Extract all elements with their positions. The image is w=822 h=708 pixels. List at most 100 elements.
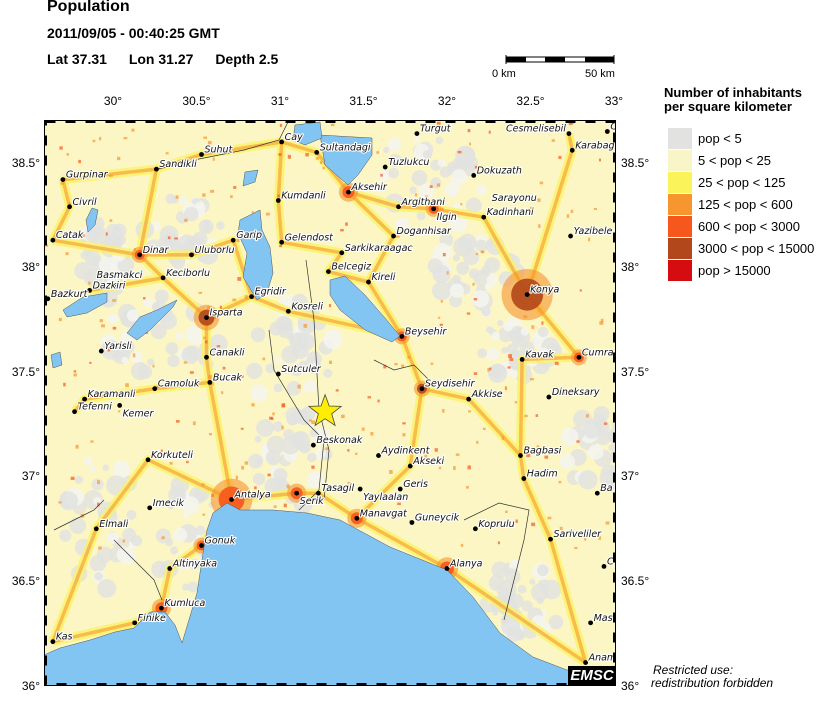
village-dot: [588, 237, 591, 242]
sparse-patch: [388, 153, 402, 168]
village-dot: [212, 157, 215, 161]
epicenter[interactable]: [307, 393, 343, 427]
village-dot: [189, 371, 194, 374]
map-title: Population: [47, 0, 130, 15]
city-marker: Gurpinar: [60, 168, 110, 182]
village-dot: [551, 139, 555, 142]
sparse-patch: [452, 274, 462, 284]
village-dot: [574, 546, 578, 550]
village-dot: [192, 421, 196, 426]
legend-item: 600 < pop < 3000: [668, 216, 800, 237]
village-dot: [380, 173, 383, 177]
sparse-patch: [599, 470, 616, 487]
legend-swatch: [668, 172, 692, 193]
sparse-patch: [416, 211, 426, 221]
city-label: Dineksary: [552, 387, 600, 398]
village-dot: [287, 154, 291, 159]
sparse-patch: [192, 231, 208, 247]
star-icon[interactable]: [307, 393, 343, 427]
sparse-patch: [432, 280, 452, 301]
city-label: Koprulu: [478, 519, 514, 530]
village-dot: [585, 531, 589, 536]
village-dot: [251, 211, 254, 214]
village-dot: [109, 219, 113, 222]
sparse-patch: [91, 478, 104, 491]
lat-tick-label: 38.5°: [11, 155, 40, 170]
city-dot-icon: [576, 354, 582, 360]
sparse-patch: [582, 420, 601, 439]
village-dot: [273, 505, 277, 508]
city-label: Geris: [403, 479, 428, 490]
sparse-patch: [184, 206, 199, 222]
sparse-patch: [511, 370, 519, 378]
sparse-patch: [252, 472, 266, 486]
legend-item: 3000 < pop < 15000: [668, 238, 814, 259]
city-marker: Cesmelisebil: [505, 122, 572, 136]
latitude-label: Lat 37.31: [47, 51, 107, 67]
village-dot: [395, 235, 400, 238]
city-dot-icon: [60, 177, 66, 182]
village-dot: [554, 361, 559, 365]
city-marker: Kosreli: [285, 300, 324, 314]
city-label: Yazibele: [574, 226, 613, 237]
city-marker: Camoluk: [152, 378, 201, 392]
lat-tick-label: 37°: [21, 469, 40, 484]
legend-item: pop > 15000: [668, 260, 771, 281]
legend-title-line1: Number of inhabitants: [664, 85, 802, 100]
city-label: Suhut: [204, 144, 233, 155]
city-marker: Sarayonu: [491, 192, 538, 205]
city-label: Serik: [300, 496, 324, 507]
lake: [319, 134, 373, 186]
city-dot-icon: [199, 543, 204, 548]
village-dot: [156, 385, 160, 388]
sparse-patch: [303, 380, 317, 393]
village-dot: [303, 323, 308, 328]
village-dot: [347, 481, 350, 485]
village-dot: [60, 182, 64, 185]
longitude-label: Lon 31.27: [128, 51, 194, 67]
city-label: Sandikli: [159, 159, 197, 170]
village-dot: [440, 299, 443, 303]
sparse-patch: [496, 580, 517, 600]
city-marker: Sandikli: [153, 158, 198, 172]
village-dot: [283, 503, 287, 508]
village-dot: [518, 167, 522, 172]
village-dot: [460, 203, 463, 206]
sparse-patch: [94, 571, 103, 581]
village-dot: [509, 357, 514, 362]
sparse-patch: [529, 578, 536, 585]
city-marker: C: [604, 120, 616, 134]
city-dot-icon: [604, 129, 610, 134]
city-label: Argithani: [401, 197, 446, 208]
city-label: Civril: [73, 197, 97, 208]
city-label: Sarkikaraagac: [345, 243, 414, 254]
city-dot-icon: [566, 131, 572, 136]
city-dot-icon: [310, 442, 316, 448]
village-dot: [222, 366, 226, 370]
village-dot: [143, 296, 146, 300]
village-dot: [402, 433, 406, 437]
city-dot-icon: [399, 334, 405, 339]
village-dot: [503, 206, 507, 210]
village-dot: [174, 237, 179, 240]
village-dot: [244, 461, 248, 465]
sparse-patch: [449, 283, 465, 298]
city-dot-icon: [249, 294, 254, 300]
city-dot-icon: [414, 131, 420, 136]
village-dot: [389, 470, 393, 474]
scale-bar: [505, 55, 615, 64]
sparse-patch: [453, 237, 473, 257]
city-label: Kas: [56, 632, 73, 643]
population-map[interactable]: Cay Sultandagi Turgut Cesmelisebil C Karabag S…: [44, 120, 616, 686]
city-marker: Dazkiri: [87, 279, 127, 293]
city-dot-icon: [396, 204, 401, 210]
city-label: Altinyaka: [172, 558, 217, 569]
city-marker: Cay: [279, 131, 304, 145]
city-marker: Altinyaka: [167, 557, 218, 571]
city-marker: Hadim: [521, 467, 559, 481]
village-dot: [244, 295, 248, 299]
city-dot-icon: [112, 283, 118, 289]
province-border: [463, 502, 530, 621]
village-dot: [401, 364, 405, 368]
city-marker: Tefenni: [72, 401, 113, 415]
